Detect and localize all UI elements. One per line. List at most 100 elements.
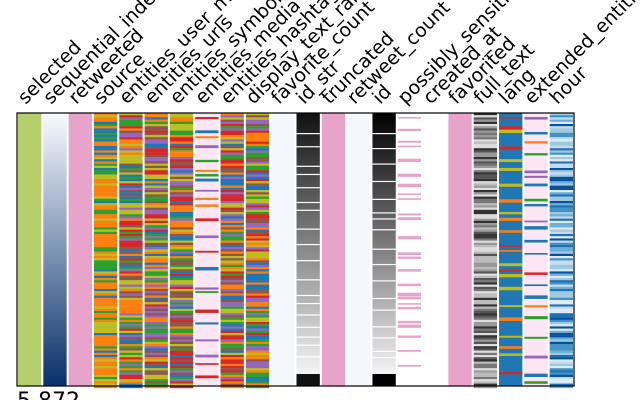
stripe [144,181,168,184]
stripe [473,126,498,129]
stripe [169,359,194,362]
stripe [144,377,168,380]
column [18,113,42,386]
stripe [296,374,320,386]
stripe [245,377,270,380]
stripe [144,150,168,153]
stripe [296,243,320,246]
stripe [220,172,244,175]
stripe [549,249,573,252]
stripe [549,339,573,342]
stripe [93,256,118,259]
stripe [473,282,498,285]
stripe [144,152,168,155]
stripe [119,179,143,182]
stripe [473,132,498,136]
stripe [549,381,573,384]
stripe [549,385,573,389]
stripe [372,309,396,311]
stripe [549,253,573,257]
stripe [473,227,498,230]
stripe [220,379,244,382]
column [296,113,320,386]
stripe [93,141,118,144]
stripe [169,322,194,325]
stripe [119,317,143,320]
stripe [169,231,194,235]
stripe [220,278,244,281]
stripe [220,359,244,362]
stripe [245,159,270,162]
column [321,113,346,386]
stripe [245,322,270,325]
stripe [144,179,168,182]
stripe [119,311,143,314]
stripe [119,187,143,191]
stripe [93,322,118,325]
stripe [93,313,118,316]
stripe [473,304,498,307]
stripe [144,238,168,241]
stripe [372,263,396,266]
stripe [144,258,168,261]
stripe [93,185,118,188]
stripe [169,372,194,375]
stripe [93,113,118,116]
stripe [169,124,194,127]
stripe [473,143,498,147]
stripe [93,148,118,151]
stripe [473,115,498,118]
stripe [144,139,168,142]
stripe [549,260,573,263]
stripe [93,260,118,263]
stripe [144,379,168,382]
stripe [220,231,244,235]
stripe [397,145,422,148]
stripe [93,214,118,217]
frame [16,112,575,387]
stripe [220,176,244,180]
stripe [93,119,118,122]
stripe [397,117,422,119]
stripe [245,366,270,369]
stripe [169,245,194,248]
stripe [144,225,168,228]
stripe [220,366,244,369]
stripe [93,187,118,191]
stripe [524,175,548,178]
stripe [119,198,143,202]
stripe [473,372,498,375]
stripe [169,379,194,382]
stripe [93,203,118,206]
stripe [119,154,143,158]
column [119,113,143,389]
stripe [372,147,396,150]
stripe [144,328,168,331]
stripe [473,313,498,316]
stripe [220,330,244,334]
stripe [372,337,396,339]
stripe [245,165,270,169]
stripe [549,183,573,186]
stripe [549,128,573,131]
stripe [119,159,143,162]
stripe [499,353,523,356]
stripe [220,137,244,140]
stripe [220,333,244,336]
stripe [397,335,422,338]
stripe [93,135,118,138]
stripe [93,194,118,197]
stripe [169,256,194,259]
stripe [144,187,168,191]
stripe [169,368,194,371]
stripe [119,251,143,254]
stripe [245,174,270,177]
stripe [473,205,498,208]
stripe [144,223,168,226]
stripe [169,352,194,356]
stripe [220,337,244,340]
stripe [499,159,523,163]
stripe [296,201,320,204]
stripe [473,124,498,127]
stripe [524,220,548,223]
